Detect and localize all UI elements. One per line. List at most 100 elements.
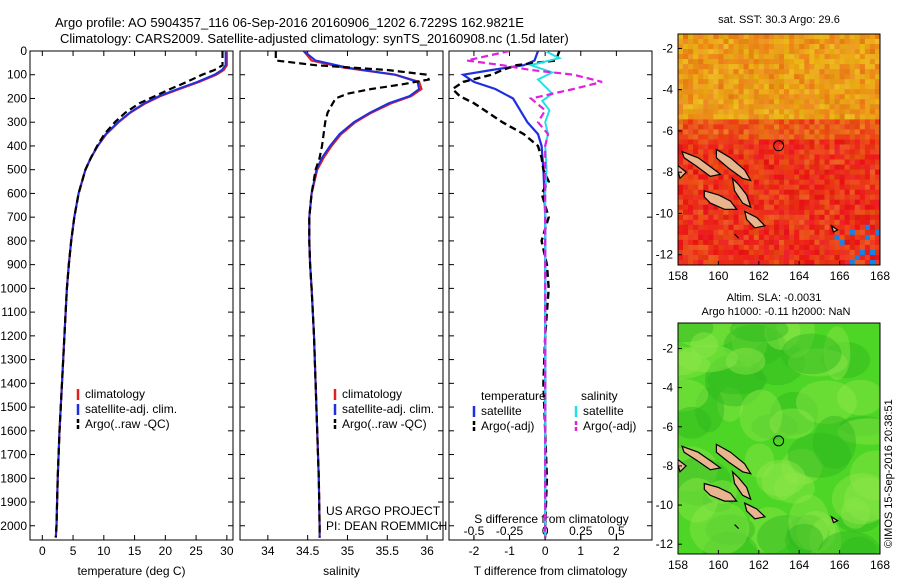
y-tick-label: 1600 <box>0 424 27 438</box>
island <box>715 148 752 182</box>
credit-line: US ARGO PROJECT <box>326 504 441 518</box>
x-tick-label: 0 <box>542 544 549 558</box>
y-tick-label: 600 <box>7 186 27 200</box>
y-tick-label: 200 <box>7 91 27 105</box>
map-x-tick-label: 160 <box>708 558 728 572</box>
footer-credit: ©IMOS 15-Sep-2016 20:38:51 <box>883 399 895 548</box>
y-tick-label: 400 <box>7 139 27 153</box>
island <box>743 501 767 520</box>
island <box>715 443 752 475</box>
panel-frame <box>29 50 234 541</box>
legend-title-salinity: salinity <box>581 389 618 403</box>
profile-panel-diff: -2 -1 0 1 2 T difference from climatology -0.5… <box>448 50 653 578</box>
map-x-tick-label: 162 <box>749 558 769 572</box>
map-x-tick-label: 168 <box>870 558 890 572</box>
sst-map: 158 160 162 164 166 168 -2 -4 -6 -8 -10 -12 sat. SST… <box>656 14 891 283</box>
map-subtitle: Argo h1000: -0.11 h2000: NaN <box>701 306 850 318</box>
y-tick-label: 1200 <box>0 329 27 343</box>
map-field <box>678 34 880 265</box>
island <box>734 524 740 530</box>
y-tick-label: 1000 <box>0 281 27 295</box>
x-tick-label: 30 <box>220 544 234 558</box>
island <box>703 190 738 210</box>
map-y-tick-label: -10 <box>656 498 674 512</box>
x-axis-label: salinity <box>323 564 360 578</box>
island <box>731 470 752 501</box>
s-tick-label: 0.5 <box>608 524 625 538</box>
y-tick-label: 500 <box>7 163 27 177</box>
x-tick-label: 5 <box>70 544 77 558</box>
legend-label: Argo(-adj) <box>481 419 534 433</box>
s-tick-label: 0.25 <box>569 524 593 538</box>
y-tick-label: 700 <box>7 210 27 224</box>
map-frame <box>677 322 881 555</box>
map-y-tick-label: -10 <box>656 206 674 220</box>
island <box>743 210 767 229</box>
map-title: sat. SST: 30.3 Argo: 29.6 <box>718 14 840 26</box>
y-tick-label: 1700 <box>0 448 27 462</box>
s-tick-label: -0.25 <box>496 524 524 538</box>
x-tick-label: 10 <box>97 544 111 558</box>
x-tick-label: 0 <box>39 544 46 558</box>
y-tick-label: 1100 <box>1 305 27 319</box>
map-x-tick-label: 160 <box>708 269 728 283</box>
x-axis-label: T difference from climatology <box>474 564 628 578</box>
island <box>681 445 722 471</box>
series-group <box>450 51 603 538</box>
y-tick-label: 1500 <box>0 400 27 414</box>
map-y-tick-label: -12 <box>656 248 674 262</box>
map-y-tick-label: -6 <box>662 124 673 138</box>
credit-line: PI: DEAN ROEMMICH <box>326 519 447 533</box>
panel-frame <box>448 50 653 541</box>
sla-map: 158 160 162 164 166 168 -2 -4 -6 -8 -10 -12 Altim. S… <box>656 292 891 572</box>
map-y-tick-label: -2 <box>662 41 673 55</box>
y-tick-label: 300 <box>7 115 27 129</box>
x-tick-label: 1 <box>577 544 584 558</box>
map-x-tick-label: 164 <box>789 269 809 283</box>
legend-label: satellite <box>481 404 522 418</box>
x-tick-label: 35.5 <box>376 544 400 558</box>
header-line-2: Climatology: CARS2009. Satellite-adjuste… <box>60 31 569 46</box>
legend-label: satellite-adj. clim. <box>85 402 177 416</box>
legend-label: Argo(-adj) <box>583 419 636 433</box>
x-tick-label: 34 <box>261 544 275 558</box>
y-tick-label: 0 <box>20 44 27 58</box>
map-title: Altim. SLA: -0.0031 <box>727 292 822 304</box>
island <box>678 458 688 473</box>
y-tick-label: 1800 <box>0 471 27 485</box>
island <box>681 150 722 177</box>
x-tick-label: -2 <box>469 544 480 558</box>
map-y-tick-label: -8 <box>662 165 673 179</box>
x-tick-label: 34.5 <box>296 544 320 558</box>
x-tick-label: -1 <box>504 544 515 558</box>
map-x-tick-label: 158 <box>668 558 688 572</box>
x-tick-label: 36 <box>420 544 434 558</box>
profile-panel-sal: 34 34.5 35 35.5 36 salinity climatologysatelli… <box>239 50 447 578</box>
island <box>703 482 738 502</box>
legend-label: Argo(..raw -QC) <box>85 417 170 431</box>
legend-label: climatology <box>342 387 402 401</box>
map-field <box>678 323 880 554</box>
y-tick-label: 2000 <box>0 519 27 533</box>
map-x-tick-label: 164 <box>789 558 809 572</box>
profile-panel-temp: 0 5 10 15 20 25 30 temperature (deg C) 0 100 200 30… <box>0 44 234 578</box>
s-axis-label: S difference from climatology <box>474 512 629 526</box>
series-line-argo-raw-qc- <box>54 51 224 538</box>
x-tick-label: 25 <box>189 544 203 558</box>
y-tick-label: 1400 <box>0 376 27 390</box>
series-line-s-argo-adj- <box>466 51 603 538</box>
island <box>830 515 839 524</box>
map-y-tick-label: -6 <box>662 420 673 434</box>
panel-frame <box>239 50 444 541</box>
map-frame <box>677 33 881 266</box>
x-axis-label: temperature (deg C) <box>77 564 185 578</box>
x-tick-label: 15 <box>128 544 142 558</box>
legend-title-temperature: temperature <box>481 389 546 403</box>
series-group <box>54 51 228 538</box>
argo-location-marker <box>773 435 785 447</box>
map-x-tick-label: 168 <box>870 269 890 283</box>
x-tick-label: 20 <box>159 544 173 558</box>
legend-label: satellite-adj. clim. <box>342 402 434 416</box>
map-y-tick-label: -4 <box>662 381 673 395</box>
